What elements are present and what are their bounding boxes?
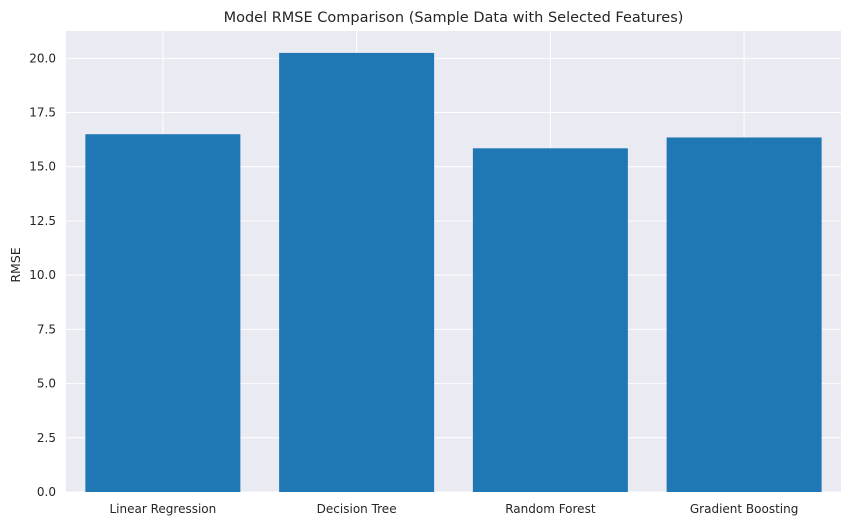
y-axis-ticks: 0.0 2.5 5.0 7.5 10.0 12.5 15.0 17.5 20.0 — [29, 51, 56, 499]
x-tick-label: Linear Regression — [110, 502, 217, 516]
x-tick-label: Gradient Boosting — [690, 502, 798, 516]
y-tick-label: 12.5 — [29, 214, 56, 228]
y-tick-label: 5.0 — [37, 377, 56, 391]
bar-random-forest — [472, 148, 628, 492]
y-tick-label: 20.0 — [29, 51, 56, 65]
y-tick-label: 10.0 — [29, 268, 56, 282]
y-tick-label: 17.5 — [29, 106, 56, 120]
y-tick-label: 0.0 — [37, 485, 56, 499]
y-axis-label: RMSE — [8, 247, 23, 282]
bar-linear-regression — [85, 134, 241, 492]
x-tick-label: Random Forest — [505, 502, 596, 516]
y-tick-label: 15.0 — [29, 160, 56, 174]
chart-title: Model RMSE Comparison (Sample Data with … — [224, 10, 684, 26]
x-axis-ticks: Linear Regression Decision Tree Random For… — [110, 502, 799, 516]
bars — [85, 52, 822, 492]
x-tick-label: Decision Tree — [317, 502, 397, 516]
y-tick-label: 7.5 — [37, 322, 56, 336]
y-tick-label: 2.5 — [37, 431, 56, 445]
bar-decision-tree — [279, 52, 435, 492]
bar-gradient-boosting — [666, 137, 822, 492]
